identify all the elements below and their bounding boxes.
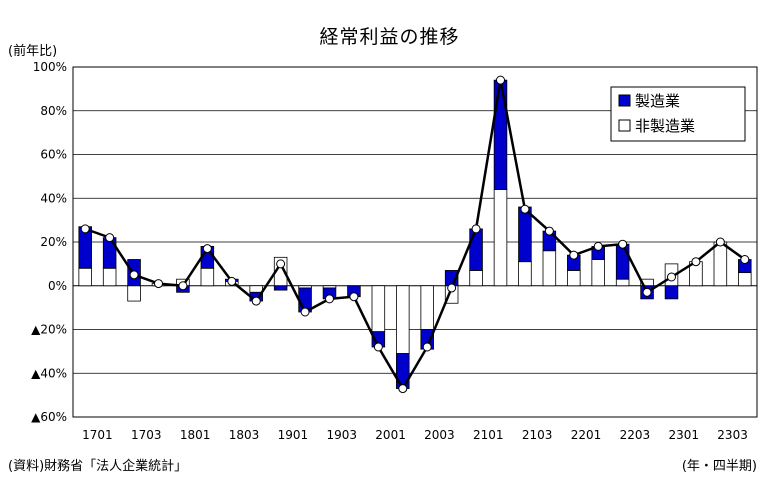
legend-box — [610, 86, 746, 142]
total-point — [496, 75, 505, 85]
total-point — [544, 226, 554, 236]
bar-non-manufacturing — [78, 267, 92, 287]
total-point — [618, 239, 628, 249]
bar-non-manufacturing — [518, 261, 532, 287]
bar-non-manufacturing — [200, 267, 215, 287]
x-tick-label: 2203 — [620, 428, 651, 442]
total-point — [227, 276, 237, 286]
bar-non-manufacturing — [469, 270, 483, 287]
x-tick-label: 1903 — [326, 428, 357, 442]
legend-swatch-manufacturing — [618, 94, 631, 107]
legend: 製造業 非製造業 — [610, 86, 746, 142]
total-point — [422, 342, 432, 352]
bar-non-manufacturing — [738, 272, 752, 287]
bar-non-manufacturing — [127, 285, 141, 302]
bar-manufacturing — [615, 243, 630, 280]
y-tick-label: 60% — [40, 148, 67, 162]
x-axis-unit-label: (年・四半期) — [681, 459, 757, 474]
total-point — [667, 272, 676, 282]
total-point — [569, 250, 579, 260]
bar-non-manufacturing — [615, 278, 630, 287]
y-tick-label: 80% — [40, 104, 67, 118]
x-tick-labels: 1701 1703 1801 1803 1901 1903 2001 2003 2101 2103… — [82, 428, 748, 442]
bar-manufacturing — [469, 228, 483, 271]
bar-non-manufacturing — [102, 267, 117, 287]
total-line-group — [80, 75, 750, 394]
x-tick-label: 2103 — [522, 428, 553, 442]
total-point — [105, 233, 115, 243]
bar-non-manufacturing — [713, 241, 728, 287]
total-point — [251, 296, 261, 306]
x-tick-label: 2301 — [668, 428, 699, 442]
legend-label-non-manufacturing: 非製造業 — [635, 117, 695, 135]
total-line — [84, 79, 746, 392]
y-tick-label: 100% — [33, 60, 67, 74]
x-tick-label: 2303 — [717, 428, 748, 442]
total-point — [300, 307, 310, 317]
y-axis-unit-label: (前年比) — [8, 44, 58, 59]
x-tick-label: 2003 — [424, 428, 455, 442]
total-point — [593, 241, 603, 251]
x-tick-label: 1703 — [131, 428, 162, 442]
total-point — [154, 279, 163, 289]
total-point — [373, 342, 383, 352]
total-point — [642, 287, 652, 297]
total-point — [178, 281, 188, 291]
total-point — [325, 294, 334, 304]
chart-title: 経常利益の推移 — [319, 26, 460, 48]
total-point — [691, 257, 701, 267]
bar-non-manufacturing — [591, 259, 605, 287]
plot-frame — [72, 66, 758, 418]
x-tick-label: 1801 — [180, 428, 211, 442]
legend-swatch-non-manufacturing — [618, 119, 631, 132]
bar-non-manufacturing — [420, 285, 434, 330]
bar-non-manufacturing — [493, 189, 508, 287]
source-note: (資料)財務省「法人企業統計」 — [8, 459, 188, 474]
x-tick-label: 1901 — [278, 428, 309, 442]
bar-non-manufacturing — [542, 250, 557, 287]
bar-non-manufacturing — [371, 285, 386, 333]
total-point — [447, 283, 457, 293]
bar-manufacturing — [518, 206, 532, 263]
y-tick-labels: ▲60% ▲40% ▲20% 0% 20% 40% 60% 80% 100% — [31, 60, 67, 424]
y-tick-label: ▲20% — [31, 323, 67, 337]
x-tick-label: 2201 — [571, 428, 602, 442]
total-point — [349, 292, 359, 302]
total-point — [520, 204, 530, 214]
bar-non-manufacturing — [396, 285, 410, 354]
x-tick-label: 1701 — [82, 428, 113, 442]
y-tick-label: ▲60% — [31, 410, 67, 424]
y-tick-label: 0% — [48, 279, 67, 293]
bar-manufacturing — [493, 79, 508, 190]
total-point — [471, 224, 481, 234]
total-point — [129, 270, 139, 280]
legend-label-manufacturing: 製造業 — [635, 92, 680, 110]
y-tick-label: ▲40% — [31, 366, 67, 380]
total-point — [80, 224, 90, 234]
total-point — [715, 237, 725, 247]
bar-manufacturing — [273, 285, 288, 291]
bar-non-manufacturing — [249, 285, 263, 293]
total-point — [740, 255, 750, 264]
x-tick-label: 2101 — [473, 428, 504, 442]
bar-non-manufacturing — [567, 270, 581, 287]
y-tick-label: 40% — [40, 191, 67, 205]
x-tick-label: 1803 — [229, 428, 260, 442]
total-point — [398, 384, 408, 394]
total-point — [202, 244, 212, 254]
x-tick-label: 2001 — [375, 428, 406, 442]
bar-manufacturing — [664, 285, 679, 300]
total-point — [276, 259, 286, 269]
y-tick-label: 20% — [40, 235, 67, 249]
